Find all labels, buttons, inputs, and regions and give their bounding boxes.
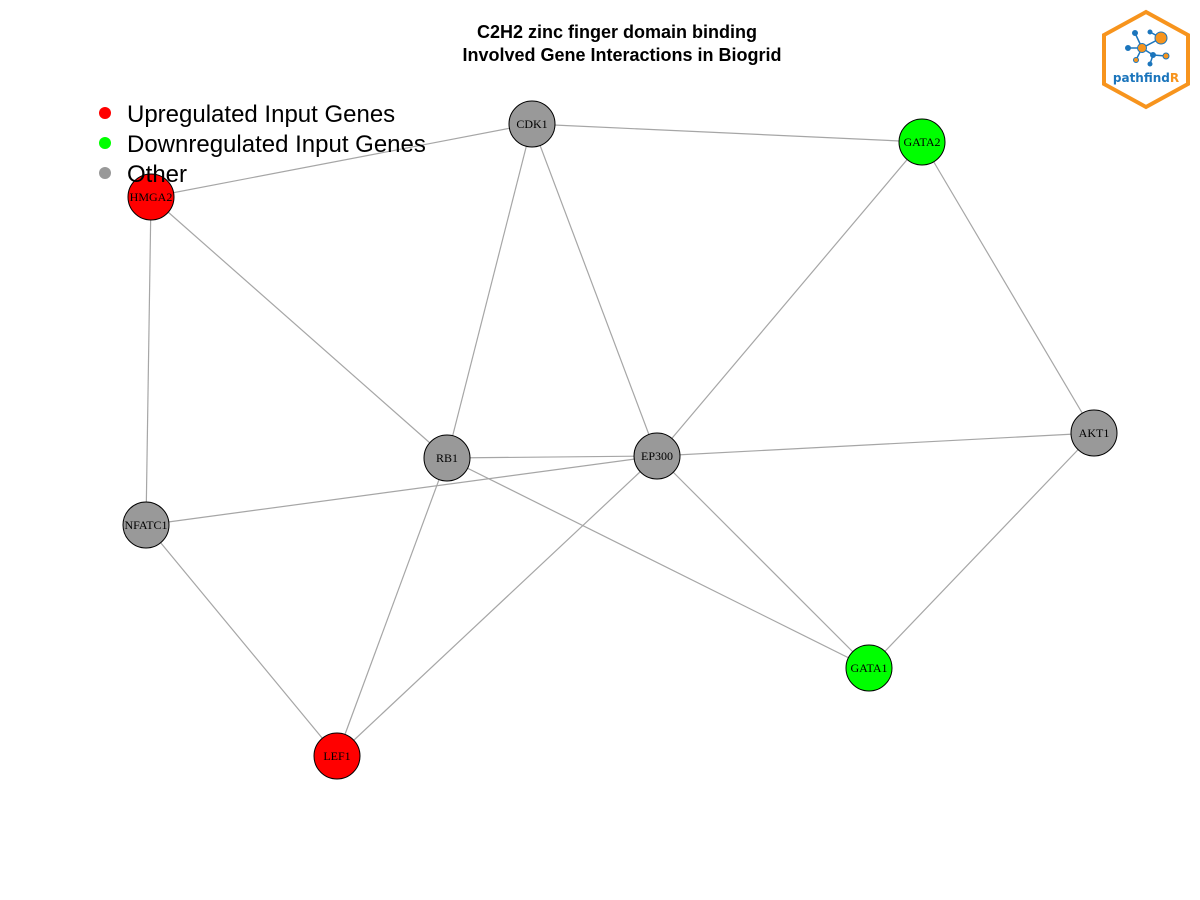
legend-marker-up [99,107,111,119]
node-akt1[interactable]: AKT1 [1070,409,1118,457]
node-hmga2[interactable]: HMGA2 [127,173,175,221]
node-label-ep300: EP300 [641,449,673,463]
logo-network-nodes-icon [1125,29,1170,67]
edge-gata2-akt1 [921,141,1095,434]
edge-cdk1-rb1 [446,123,533,459]
node-circle-akt1[interactable] [1070,409,1118,457]
edge-cdk1-gata2 [531,123,923,143]
node-ep300[interactable]: EP300 [633,432,681,480]
node-circle-ep300[interactable] [633,432,681,480]
edge-cdk1-ep300 [531,123,658,457]
edge-hmga2-rb1 [150,196,448,459]
node-gata2[interactable]: GATA2 [898,118,946,166]
legend: Upregulated Input Genes Downregulated In… [99,101,426,188]
node-label-lef1: LEF1 [323,749,350,763]
edge-ep300-gata1 [656,455,870,669]
diagram-title-line1: C2H2 zinc finger domain binding [477,22,757,42]
node-gata1[interactable]: GATA1 [845,644,893,692]
edge-rb1-lef1 [336,457,448,757]
logo-hexagon-icon [1102,9,1190,110]
node-label-cdk1: CDK1 [516,117,547,131]
legend-label-other: Other [127,161,187,188]
node-label-hmga2: HMGA2 [130,190,173,204]
nodes-layer: CDK1 GATA2 HMGA2 RB1 EP300 AKT1 NFATC1 GATA1 LEF… [122,100,1118,780]
logo-wordmark: pathfindR [1113,71,1179,85]
logo-wordmark-main: pathfind [1113,71,1170,85]
pathfindr-logo: pathfindR [1102,9,1190,110]
node-circle-gata2[interactable] [898,118,946,166]
edge-hmga2-cdk1 [150,123,533,198]
legend-label-up: Upregulated Input Genes [127,101,395,128]
node-label-rb1: RB1 [436,451,458,465]
node-circle-lef1[interactable] [313,732,361,780]
node-rb1[interactable]: RB1 [423,434,471,482]
edges-layer [145,123,1095,757]
edge-rb1-gata1 [446,457,870,669]
legend-marker-other [99,167,111,179]
node-cdk1[interactable]: CDK1 [508,100,556,148]
node-circle-gata1[interactable] [845,644,893,692]
edge-ep300-nfatc1 [145,455,658,526]
diagram-title-line2: Involved Gene Interactions in Biogrid [462,45,781,65]
edge-ep300-lef1 [336,455,658,757]
edge-nfatc1-lef1 [145,524,338,757]
edge-gata2-ep300 [656,141,923,457]
logo-wordmark-accent: R [1170,71,1179,85]
node-circle-rb1[interactable] [423,434,471,482]
node-label-gata1: GATA1 [850,661,887,675]
legend-label-down: Downregulated Input Genes [127,131,426,158]
edge-ep300-akt1 [656,432,1095,457]
node-circle-nfatc1[interactable] [122,501,170,549]
node-label-gata2: GATA2 [903,135,940,149]
edge-rb1-ep300 [446,455,658,459]
node-lef1[interactable]: LEF1 [313,732,361,780]
node-circle-cdk1[interactable] [508,100,556,148]
node-label-akt1: AKT1 [1079,426,1110,440]
node-nfatc1[interactable]: NFATC1 [122,501,170,549]
legend-marker-down [99,137,111,149]
edge-akt1-gata1 [868,432,1095,669]
node-circle-hmga2[interactable] [127,173,175,221]
edge-hmga2-nfatc1 [145,196,152,526]
node-label-nfatc1: NFATC1 [124,518,167,532]
